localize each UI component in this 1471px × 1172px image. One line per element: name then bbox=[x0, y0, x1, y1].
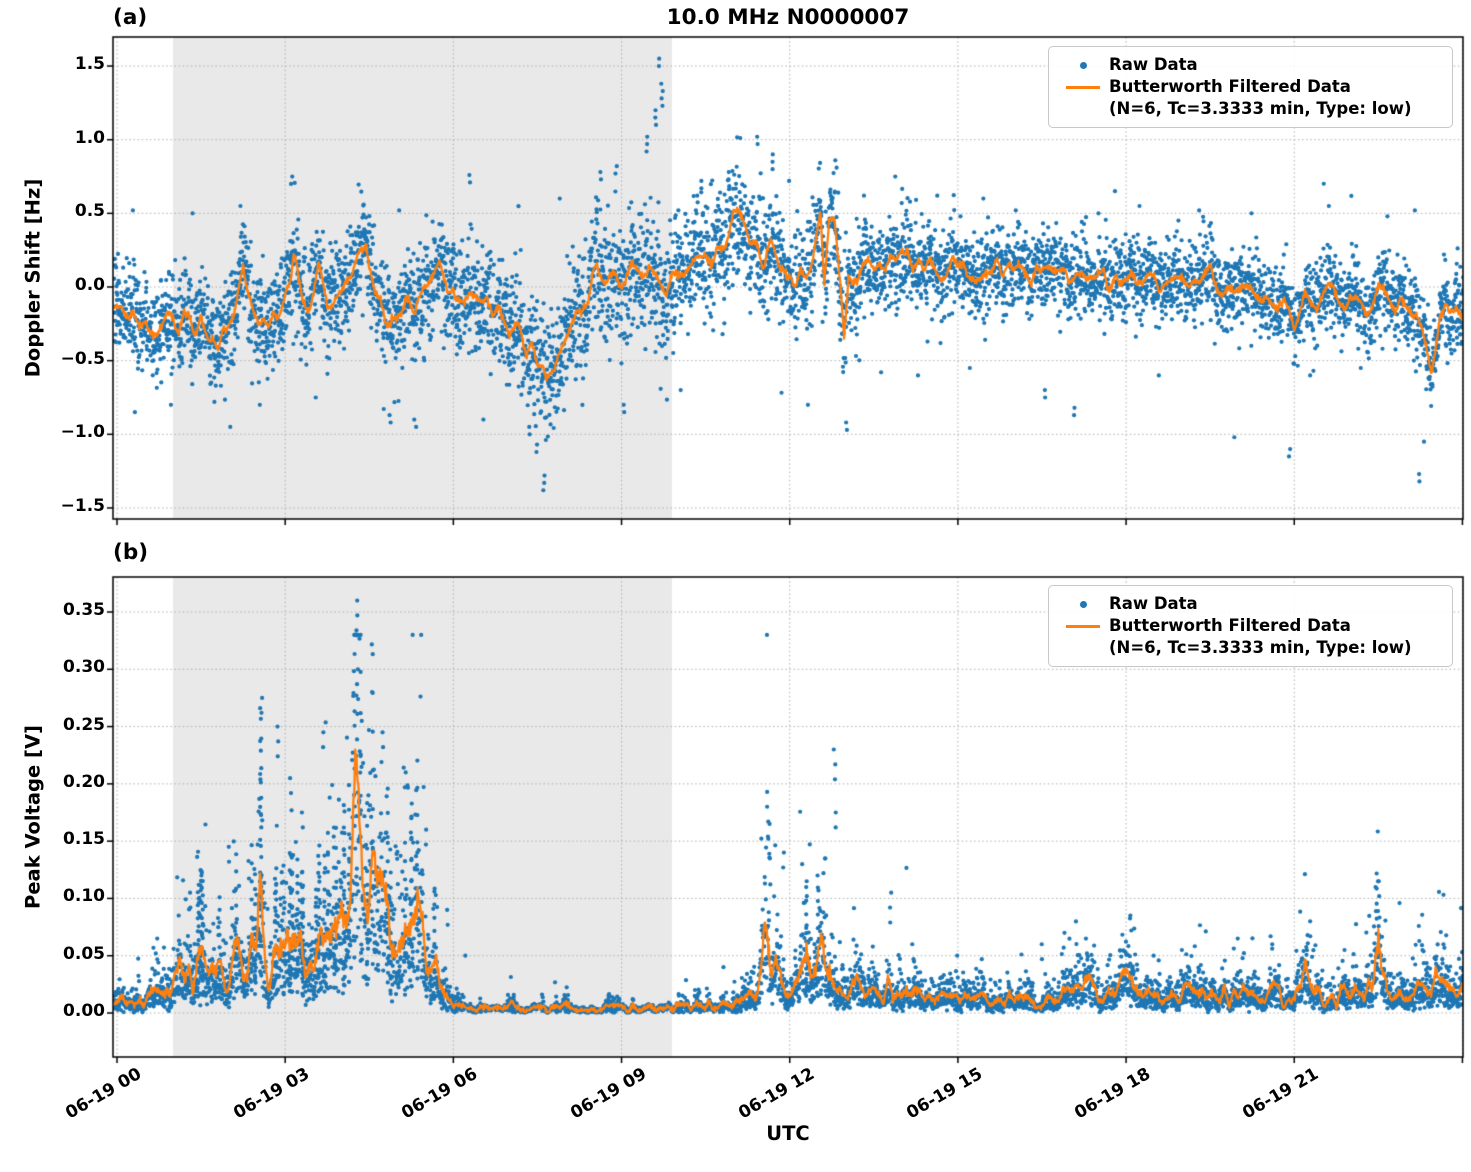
y-tick-label: 1.0 bbox=[74, 127, 105, 148]
y-tick-label: 1.5 bbox=[74, 54, 105, 75]
raw-data-marker-wrap bbox=[1057, 593, 1109, 615]
legend-panel-a: Raw Data Butterworth Filtered Data (N=6, … bbox=[1048, 46, 1453, 128]
raw-data-dot-icon bbox=[1079, 61, 1087, 69]
legend-filtered-line1: Butterworth Filtered Data bbox=[1109, 77, 1351, 96]
x-axis-label: UTC bbox=[766, 1122, 810, 1145]
y-tick-label: 0.00 bbox=[63, 1001, 105, 1021]
legend-filtered-label: Butterworth Filtered Data (N=6, Tc=3.3333… bbox=[1109, 615, 1412, 659]
legend-row-raw: Raw Data bbox=[1057, 593, 1442, 615]
legend-row-filtered: Butterworth Filtered Data (N=6, Tc=3.3333… bbox=[1057, 76, 1442, 120]
y-tick-label: 0.0 bbox=[74, 275, 105, 295]
raw-data-marker-wrap bbox=[1057, 54, 1109, 76]
y-tick-label: 0.10 bbox=[63, 886, 105, 907]
legend-row-filtered: Butterworth Filtered Data (N=6, Tc=3.3333… bbox=[1057, 615, 1442, 659]
panel-a-label: (a) bbox=[113, 5, 148, 30]
legend-filtered-line2: (N=6, Tc=3.3333 min, Type: low) bbox=[1109, 99, 1412, 118]
legend-raw-label: Raw Data bbox=[1109, 594, 1198, 613]
panel-b-label: (b) bbox=[113, 540, 149, 565]
legend-raw-label: Raw Data bbox=[1109, 55, 1198, 74]
y-tick-label: −0.5 bbox=[60, 348, 105, 369]
y-axis-label-b: Peak Voltage [V] bbox=[21, 725, 45, 909]
y-tick-label: 0.20 bbox=[63, 771, 105, 792]
filtered-marker-wrap bbox=[1057, 615, 1109, 637]
filtered-line-icon bbox=[1066, 624, 1100, 628]
y-tick-label: 0.15 bbox=[63, 829, 105, 850]
filtered-line-icon bbox=[1066, 85, 1100, 89]
legend-filtered-line2: (N=6, Tc=3.3333 min, Type: low) bbox=[1109, 638, 1412, 657]
y-tick-label: −1.5 bbox=[60, 495, 105, 516]
filtered-marker-wrap bbox=[1057, 76, 1109, 98]
y-tick-label: 0.05 bbox=[63, 943, 105, 964]
chart-title: 10.0 MHz N0000007 bbox=[666, 5, 910, 30]
legend-panel-b: Raw Data Butterworth Filtered Data (N=6, … bbox=[1048, 585, 1453, 667]
legend-row-raw: Raw Data bbox=[1057, 54, 1442, 76]
y-tick-label: −1.0 bbox=[60, 422, 105, 443]
legend-filtered-line1: Butterworth Filtered Data bbox=[1109, 616, 1351, 635]
y-tick-label: 0.35 bbox=[63, 600, 105, 620]
y-tick-label: 0.25 bbox=[63, 714, 105, 735]
legend-filtered-label: Butterworth Filtered Data (N=6, Tc=3.3333… bbox=[1109, 76, 1412, 120]
y-tick-label: 0.5 bbox=[74, 201, 105, 222]
y-tick-label: 0.30 bbox=[63, 657, 105, 678]
raw-data-dot-icon bbox=[1079, 600, 1087, 608]
